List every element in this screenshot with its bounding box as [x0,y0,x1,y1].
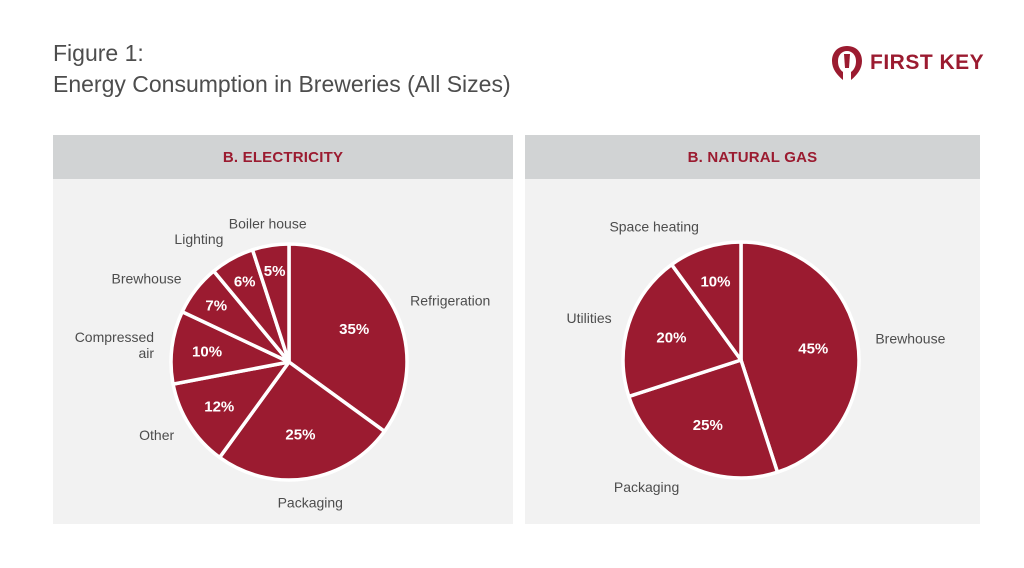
natural-gas-value-label-space-heating: 10% [700,273,730,290]
electricity-category-label-packaging: Packaging [278,494,343,510]
brand-name: FIRST KEY [870,51,985,74]
electricity-panel: B. ELECTRICITY 35% Refrigeration 25% Packag… [53,135,513,524]
natural-gas-value-label-brewhouse: 45% [798,341,828,358]
natural-gas-slice-space-heating [669,240,743,362]
electricity-slice-refrigeration [287,242,409,434]
electricity-category-label-compressed-air: Compressed air [75,329,155,361]
natural-gas-pie-chart: 45% Brewhouse 25% Packaging 20% Utilities 10% S… [567,219,946,496]
natural-gas-slice-packaging [627,358,780,480]
natural-gas-category-label-space-heating: Space heating [609,219,699,235]
figure-title-line1: Figure 1: [53,40,144,66]
natural-gas-value-label-utilities: 20% [656,329,686,346]
electricity-value-label-boiler-house: 5% [264,263,286,280]
electricity-category-label-boiler-house: Boiler house [229,216,307,232]
electricity-category-label-other: Other [139,427,174,443]
electricity-value-label-packaging: 25% [285,426,315,443]
natural-gas-slice-utilities [621,262,743,399]
electricity-pie-chart: 35% Refrigeration 25% Packaging 12% Other 10% C… [75,216,491,511]
electricity-category-label-brewhouse: Brewhouse [111,271,181,287]
electricity-value-label-refrigeration: 35% [339,321,369,338]
natural-gas-category-label-utilities: Utilities [567,310,612,326]
electricity-value-label-brewhouse: 7% [205,298,227,315]
natural-gas-slice-brewhouse [739,240,861,474]
natural-gas-chart-title: B. NATURAL GAS [525,135,980,179]
electricity-value-label-other: 12% [204,398,234,415]
electricity-chart-title: B. ELECTRICITY [53,135,513,179]
electricity-slice-other [171,360,291,460]
figure-title-line2: Energy Consumption in Breweries (All Siz… [53,71,511,97]
brand-logo: FIRST KEY [830,44,984,82]
natural-gas-category-label-packaging: Packaging [614,479,679,495]
natural-gas-category-label-brewhouse: Brewhouse [875,331,945,347]
natural-gas-panel: B. NATURAL GAS 45% Brewhouse 25% Packaging 2… [525,135,980,524]
natural-gas-value-label-packaging: 25% [693,417,723,434]
figure-title: Figure 1: Energy Consumption in Brewerie… [53,38,511,100]
electricity-slice-packaging [217,360,387,482]
electricity-category-label-refrigeration: Refrigeration [410,292,490,308]
electricity-value-label-compressed-air: 10% [192,344,222,361]
electricity-slice-boiler-house [250,242,291,364]
first-key-logo-icon [832,46,862,80]
electricity-category-label-lighting: Lighting [174,231,223,247]
electricity-value-label-lighting: 6% [234,273,256,290]
